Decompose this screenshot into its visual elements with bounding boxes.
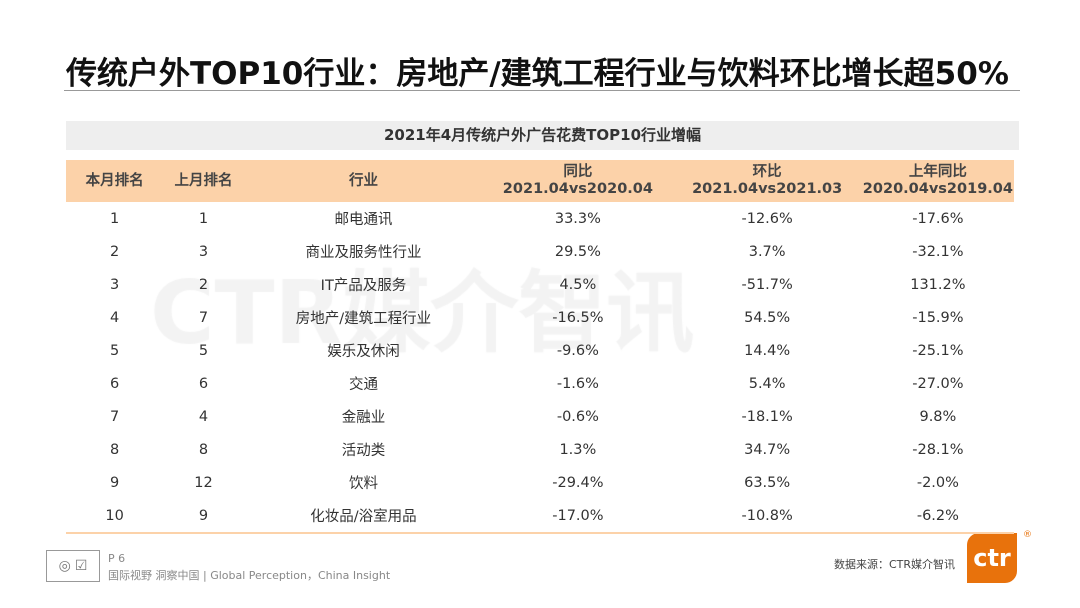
table-row: 9 12 饮料 -29.4% 63.5% -2.0%	[66, 466, 1014, 499]
table-cell: 5.4%	[748, 375, 786, 392]
check-icon: ☑	[74, 558, 88, 574]
header-line: 同比	[563, 164, 593, 180]
table-cell: -16.5%	[552, 309, 604, 326]
table-cell: -18.1%	[741, 408, 793, 425]
table-cell: 活动类	[341, 443, 386, 459]
table-cell: -32.1%	[912, 243, 964, 260]
table-cell: 6	[198, 375, 209, 392]
table-cell: 7	[198, 309, 209, 326]
table-cell: -0.6%	[556, 408, 599, 425]
column-header: 上年同比 2020.04vs2019.04	[861, 160, 1014, 202]
table-caption: 2021年4月传统户外广告花费TOP10行业增幅	[66, 121, 1019, 150]
data-source: 数据来源：CTR媒介智讯	[834, 558, 956, 571]
table-cell: IT产品及服务	[320, 278, 407, 294]
table-cell: 4.5%	[559, 276, 597, 293]
table-cell: -29.4%	[552, 474, 604, 491]
table-cell: 5	[110, 342, 120, 359]
table-cell: -27.0%	[912, 375, 964, 392]
table-cell: 饮料	[349, 476, 378, 492]
table-cell: 5	[198, 342, 209, 359]
table-cell: -6.2%	[861, 499, 1014, 534]
column-header: 环比 2021.04vs2021.03	[672, 160, 862, 202]
table-cell: 10	[66, 499, 164, 534]
column-header: 上月排名	[163, 160, 244, 202]
header-line: 上月排名	[174, 172, 233, 189]
table-cell: 33.3%	[554, 210, 601, 227]
table-row: 10 9 化妆品/浴室用品 -17.0% -10.8% -6.2%	[66, 499, 1014, 534]
table-cell: 12	[194, 474, 213, 491]
title-divider	[64, 90, 1020, 91]
table-cell: 4	[198, 408, 209, 425]
table-cell: 3	[110, 276, 120, 293]
page-title: 传统户外TOP10行业：房地产/建筑工程行业与饮料环比增长超50%	[66, 56, 1009, 92]
header-line: 行业	[349, 172, 378, 189]
table-cell: 3	[198, 243, 209, 260]
table-cell: 娱乐及休闲	[327, 344, 400, 360]
table-cell: 1	[110, 210, 120, 227]
table-cell: 8	[198, 441, 209, 458]
table-cell: -51.7%	[741, 276, 793, 293]
table-cell: 131.2%	[910, 276, 966, 293]
table-cell: 9.8%	[919, 408, 957, 425]
table-row: 5 5 娱乐及休闲 -9.6% 14.4% -25.1%	[66, 334, 1014, 367]
column-header: 本月排名	[66, 160, 164, 202]
table-cell: -2.0%	[916, 474, 959, 491]
column-header: 行业	[243, 160, 484, 202]
table-cell: 9	[163, 499, 244, 534]
table-cell: -25.1%	[912, 342, 964, 359]
table-cell: 9	[110, 474, 120, 491]
table-cell: -9.6%	[556, 342, 599, 359]
table-cell: 2	[198, 276, 209, 293]
table-cell: 1.3%	[559, 441, 597, 458]
table-cell: 34.7%	[744, 441, 791, 458]
table-cell: -17.6%	[912, 210, 964, 227]
slogan: 国际视野 洞察中国 | Global Perception，China Insi…	[108, 569, 391, 582]
table-cell: 6	[110, 375, 120, 392]
table-cell: -17.0%	[483, 499, 673, 534]
table-cell: -1.6%	[556, 375, 599, 392]
header-line: 环比	[752, 164, 782, 180]
table-cell: 54.5%	[744, 309, 791, 326]
header-line: 2021.04vs2020.04	[502, 181, 653, 197]
table-cell: -12.6%	[741, 210, 793, 227]
sgs-icon: ◎	[58, 558, 71, 574]
table-row: 2 3 商业及服务性行业 29.5% 3.7% -32.1%	[66, 235, 1014, 268]
table-row: 6 6 交通 -1.6% 5.4% -27.0%	[66, 367, 1014, 400]
table-cell: 金融业	[341, 410, 386, 426]
header-line: 2020.04vs2019.04	[862, 181, 1013, 197]
table-cell: 8	[110, 441, 120, 458]
table-cell: 房地产/建筑工程行业	[295, 311, 432, 327]
table-cell: 商业及服务性行业	[305, 245, 422, 261]
column-header: 同比 2021.04vs2020.04	[483, 160, 673, 202]
header-line: 2021.04vs2021.03	[692, 181, 843, 197]
table-cell: 交通	[349, 377, 378, 393]
table-cell: 2	[110, 243, 120, 260]
table-row: 8 8 活动类 1.3% 34.7% -28.1%	[66, 433, 1014, 466]
table-cell: 邮电通讯	[334, 212, 393, 228]
table-cell: -10.8%	[672, 499, 862, 534]
table-cell: 7	[110, 408, 120, 425]
table-cell: 3.7%	[748, 243, 786, 260]
table-cell: 4	[110, 309, 120, 326]
watermark-image	[140, 255, 900, 385]
table-row: 7 4 金融业 -0.6% -18.1% 9.8%	[66, 400, 1014, 433]
table-cell: 化妆品/浴室用品	[243, 499, 484, 534]
table-cell: 1	[198, 210, 209, 227]
ctr-logo: ctr	[967, 533, 1017, 583]
table-cell: -15.9%	[912, 309, 964, 326]
header-line: 上年同比	[908, 164, 967, 180]
registered-mark: ®	[1023, 530, 1032, 540]
header-row: 本月排名 上月排名 行业 同比 2021.04vs2020.04 环比 2021.04vs2…	[66, 160, 1014, 202]
header-line: 本月排名	[85, 172, 144, 189]
table-cell: -28.1%	[912, 441, 964, 458]
table-row: 3 2 IT产品及服务 4.5% -51.7% 131.2%	[66, 268, 1014, 301]
growth-table: 本月排名 上月排名 行业 同比 2021.04vs2020.04 环比 2021.04vs2…	[66, 160, 1014, 534]
table-row: 4 7 房地产/建筑工程行业 -16.5% 54.5% -15.9%	[66, 301, 1014, 334]
page-number: P 6	[108, 552, 126, 565]
table-cell: 29.5%	[554, 243, 601, 260]
certification-logo: ◎ ☑	[46, 550, 100, 582]
table-row: 1 1 邮电通讯 33.3% -12.6% -17.6%	[66, 202, 1014, 235]
table-cell: 63.5%	[744, 474, 791, 491]
table-cell: 14.4%	[744, 342, 791, 359]
